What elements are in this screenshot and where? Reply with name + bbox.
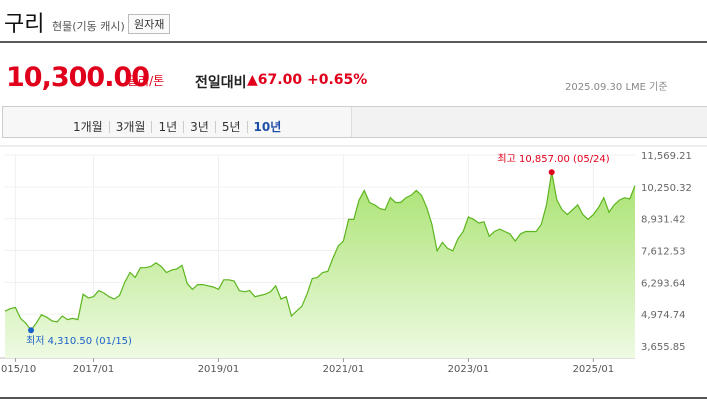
price-unit: 달러/톤	[127, 74, 165, 88]
tab-list: 1개월 3개월 1년 3년 5년 10년	[67, 116, 287, 135]
period-tab[interactable]: 5년	[216, 121, 248, 133]
y-tick-label: 6,293.64	[641, 278, 686, 289]
date: 2025.09.30	[565, 82, 623, 93]
price: 10,300.00	[6, 62, 150, 93]
y-tick-label: 8,931.42	[641, 215, 686, 226]
low-point	[28, 327, 35, 334]
source: LME 기준	[625, 82, 668, 93]
period-tab[interactable]: 1년	[152, 121, 185, 133]
y-tick-label: 3,655.85	[641, 342, 686, 353]
tab-bar: 1개월 3개월 1년 3년 5년 10년	[2, 106, 707, 138]
y-tick-label: 11,569.21	[641, 151, 692, 162]
up-arrow: ▲	[247, 72, 258, 88]
y-tick-label: 4,974.74	[641, 310, 686, 321]
x-tick-label: 2019/01	[198, 364, 240, 375]
period-tab[interactable]: 10년	[253, 120, 282, 134]
change-value: 67.00	[257, 72, 303, 88]
high-point	[548, 169, 555, 176]
change-percent: +0.65%	[307, 72, 368, 88]
area	[5, 172, 635, 358]
change-label: 전일대비	[195, 75, 247, 91]
period-tab[interactable]: 1개월	[67, 121, 110, 133]
chart: 11,569.21 10,250.32 8,931.42 7,612.53 6,293.…	[0, 145, 707, 399]
x-tick-label: 2015/10	[0, 364, 36, 375]
tab-filler	[351, 107, 707, 137]
x-tick-label: 2017/01	[73, 364, 115, 375]
x-tick-label: 2025/01	[573, 364, 615, 375]
x-tick-label: 2021/01	[323, 364, 365, 375]
y-tick-label: 10,250.32	[641, 183, 692, 194]
quote-date: 2025.09.30 LME 기준	[565, 78, 668, 93]
change: ▲67.00	[247, 72, 302, 88]
period-tab[interactable]: 3개월	[110, 121, 153, 133]
low-label: 최저 4,310.50 (01/15)	[26, 335, 132, 347]
x-tick-label: 2023/01	[448, 364, 490, 375]
category-button[interactable]: 원자재	[128, 14, 171, 34]
y-tick-label: 7,612.53	[641, 247, 686, 258]
header-rule	[0, 41, 707, 43]
subtitle: 현물(기동 캐시)	[52, 20, 125, 33]
line	[4, 172, 636, 332]
title: 구리	[4, 12, 45, 37]
period-tab[interactable]: 3년	[184, 121, 216, 133]
high-label: 최고 10,857.00 (05/24)	[497, 153, 609, 165]
